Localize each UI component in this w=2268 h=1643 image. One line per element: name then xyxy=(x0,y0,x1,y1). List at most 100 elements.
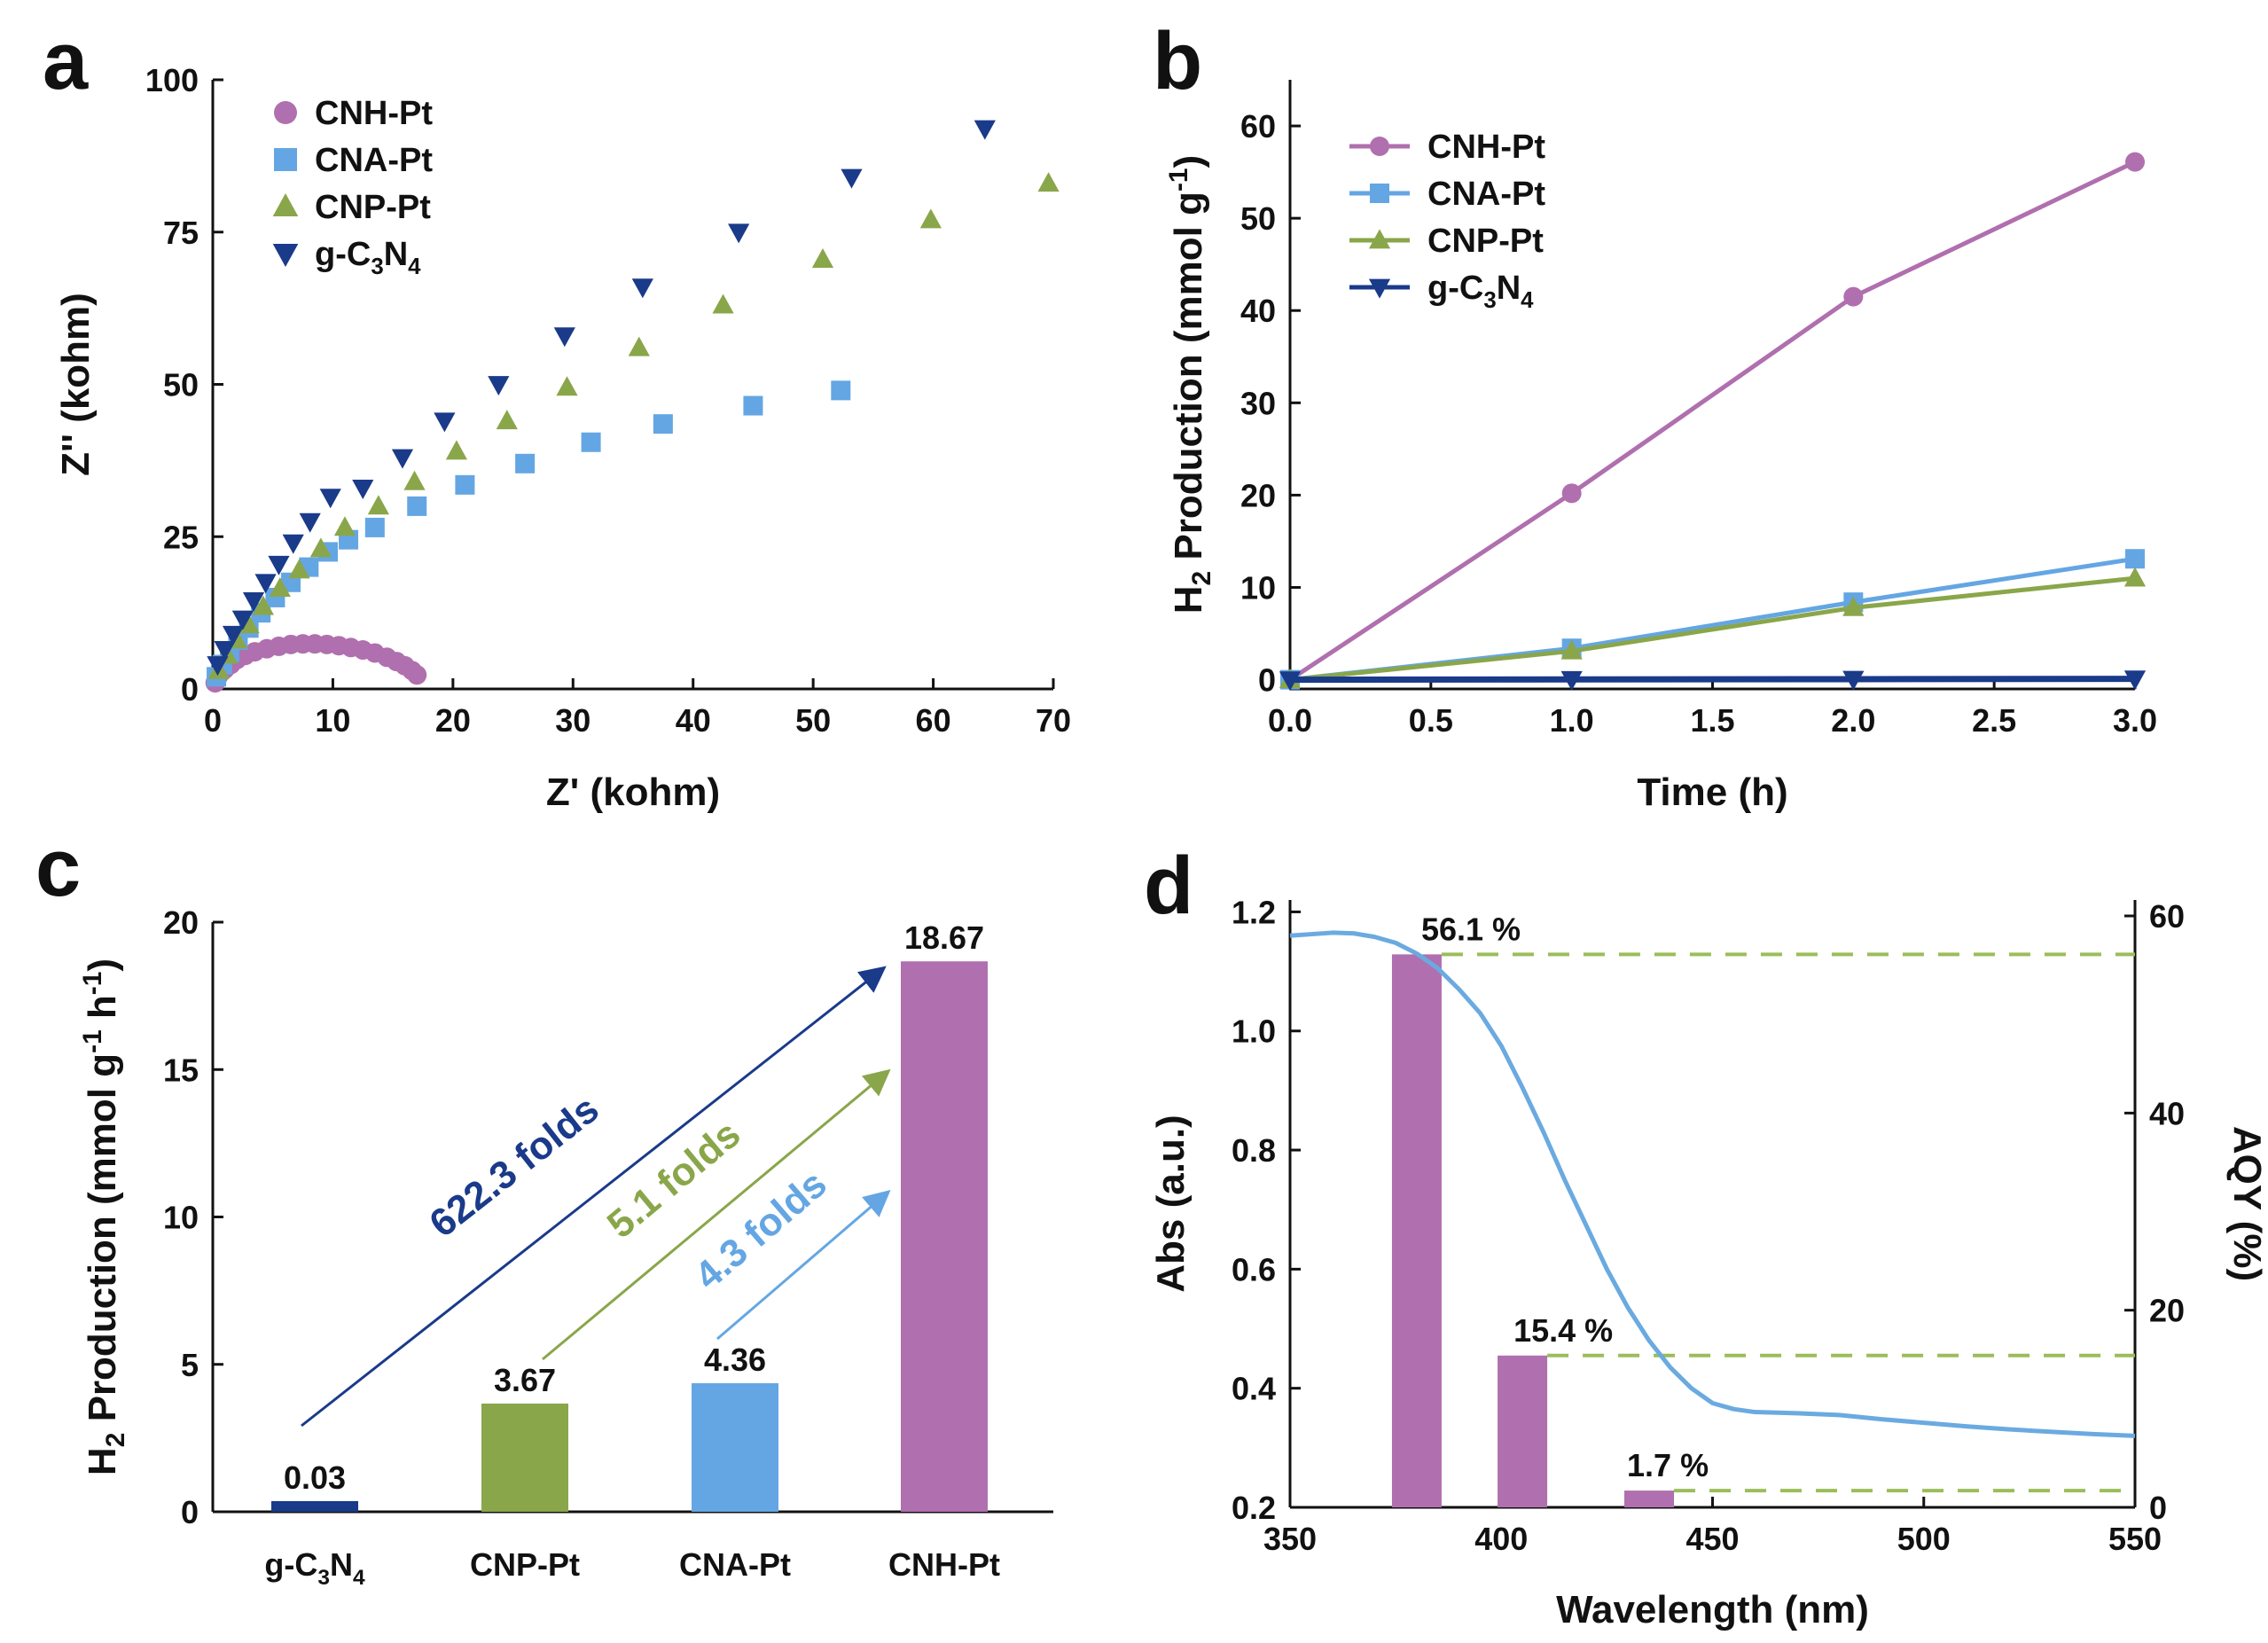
c-fold-arrow xyxy=(542,1068,891,1361)
a-point-g-c3n4 xyxy=(299,512,321,533)
a-point-cna-pt xyxy=(515,453,536,473)
a-point-g-c3n4 xyxy=(391,449,414,469)
a-point-cnp-pt xyxy=(712,293,734,314)
b-point-cna-pt xyxy=(2125,549,2145,569)
a-y-tick-label: 100 xyxy=(145,62,199,98)
d-aqy-label: 15.4 % xyxy=(1513,1312,1613,1349)
d-y-tick-label: 0.4 xyxy=(1232,1371,1276,1407)
d-aqy-label: 56.1 % xyxy=(1421,911,1521,947)
d-x-tick-label: 450 xyxy=(1685,1521,1739,1557)
a-point-g-c3n4 xyxy=(231,610,254,630)
b-line-g-c3n4 xyxy=(1289,676,2136,684)
a-point-g-c3n4 xyxy=(631,278,653,299)
d-x-tick-label: 400 xyxy=(1474,1521,1528,1557)
a-x-tick-label: 20 xyxy=(435,702,471,739)
a-point-g-c3n4 xyxy=(214,640,236,661)
b-legend-label: CNH-Pt xyxy=(1427,129,1545,166)
b-point-cnp-pt xyxy=(1560,639,1583,660)
a-point-g-c3n4 xyxy=(268,555,290,575)
a-x-tick-label: 70 xyxy=(1036,702,1071,739)
c-category-label: CNP-Pt xyxy=(470,1546,580,1583)
a-x-tick-label: 40 xyxy=(676,702,711,739)
b-x-tick-label: 1.5 xyxy=(1690,702,1734,739)
a-point-cnp-pt xyxy=(367,495,389,515)
a-legend-label: CNP-Pt xyxy=(315,189,431,226)
c-fold-annotation: 622.3 folds xyxy=(421,1087,606,1246)
c-y-tick-label: 15 xyxy=(163,1052,199,1088)
b-legend-marker xyxy=(1370,184,1389,203)
c-y-tick-label: 0 xyxy=(181,1494,199,1530)
b-y-tick-label: 10 xyxy=(1240,570,1276,606)
c-category-label: CNA-Pt xyxy=(679,1546,791,1583)
a-legend-label: g-C3N4 xyxy=(315,236,421,279)
b-y-axis-label: H2 Production (mmol g-1) xyxy=(1164,155,1216,614)
a-x-tick-label: 60 xyxy=(916,702,951,739)
c-fold-arrow xyxy=(716,1189,891,1341)
a-point-g-c3n4 xyxy=(488,376,510,396)
d-aqy-bar xyxy=(1498,1355,1548,1507)
c-bar-cnp-pt xyxy=(481,1403,568,1512)
b-y-tick-label: 40 xyxy=(1240,293,1276,329)
d-y-tick-label: 1.0 xyxy=(1232,1013,1276,1050)
c-bar-value-label: 18.67 xyxy=(904,919,984,956)
c-bar-cnh-pt xyxy=(901,961,988,1512)
a-point-cna-pt xyxy=(364,517,385,537)
b-y-tick-label: 50 xyxy=(1240,200,1276,237)
a-x-tick-label: 0 xyxy=(204,702,222,739)
a-point-cnp-pt xyxy=(496,410,518,430)
d-y2-axis-label: AQY (%) xyxy=(2225,1126,2268,1281)
b-line-cnh-pt xyxy=(1288,160,2137,682)
d-y-tick-label: 0.2 xyxy=(1232,1490,1276,1526)
panel-letter-a: a xyxy=(43,16,89,106)
b-y-tick-label: 0 xyxy=(1258,662,1276,699)
c-fold-arrow xyxy=(301,966,887,1428)
d-aqy-label: 1.7 % xyxy=(1627,1447,1709,1483)
b-y-tick-label: 30 xyxy=(1240,385,1276,421)
a-point-g-c3n4 xyxy=(242,592,265,613)
a-point-cnp-pt xyxy=(252,595,274,615)
d-y2-tick-label: 0 xyxy=(2149,1490,2167,1526)
a-point-g-c3n4 xyxy=(319,489,341,509)
a-point-cnp-pt xyxy=(628,336,650,356)
b-point-g-c3n4 xyxy=(2123,670,2147,691)
c-y-tick-label: 10 xyxy=(163,1200,199,1236)
a-point-g-c3n4 xyxy=(728,223,750,244)
a-y-tick-label: 50 xyxy=(163,367,199,403)
b-legend-label: g-C3N4 xyxy=(1427,270,1534,313)
a-point-g-c3n4 xyxy=(974,120,996,140)
c-bar-value-label: 0.03 xyxy=(284,1459,346,1496)
a-point-cna-pt xyxy=(743,395,763,416)
d-y2-tick-label: 20 xyxy=(2149,1293,2185,1329)
d-absorbance-curve xyxy=(1289,930,2136,1438)
d-y-tick-label: 0.8 xyxy=(1232,1132,1276,1169)
a-point-cnh-pt xyxy=(407,665,427,685)
a-point-cnp-pt xyxy=(556,376,578,396)
c-fold-annotation: 4.3 folds xyxy=(686,1162,834,1297)
b-point-cnp-pt xyxy=(1842,596,1865,616)
c-bar-value-label: 4.36 xyxy=(704,1342,766,1378)
a-y-tick-label: 75 xyxy=(163,215,199,251)
a-legend-label: CNH-Pt xyxy=(315,95,433,132)
a-legend-marker xyxy=(274,148,297,171)
b-point-cnp-pt xyxy=(2123,567,2147,587)
a-point-cna-pt xyxy=(653,414,673,434)
a-legend-marker xyxy=(272,243,299,267)
a-point-cna-pt xyxy=(831,380,851,401)
b-x-tick-label: 0.0 xyxy=(1268,702,1312,739)
b-y-tick-label: 20 xyxy=(1240,477,1276,513)
c-bar-cna-pt xyxy=(692,1383,778,1512)
a-point-cnp-pt xyxy=(811,248,834,269)
b-point-g-c3n4 xyxy=(1842,670,1865,691)
b-legend-marker xyxy=(1368,278,1391,299)
d-x-tick-label: 500 xyxy=(1897,1521,1951,1557)
b-x-tick-label: 2.5 xyxy=(1972,702,2016,739)
a-point-g-c3n4 xyxy=(841,168,863,189)
d-x-axis-label: Wavelength (nm) xyxy=(1556,1588,1869,1631)
a-point-cnp-pt xyxy=(333,516,356,536)
a-point-cnp-pt xyxy=(403,470,426,490)
b-legend-label: CNA-Pt xyxy=(1427,176,1545,213)
a-x-tick-label: 50 xyxy=(795,702,831,739)
a-x-axis-label: Z' (kohm) xyxy=(546,771,720,814)
panel-letter-b: b xyxy=(1153,16,1202,106)
panel-d-abs-aqy-chart: 350 400 450 500 550 0.2 0.4 0.6 0.8 1.0 1.2 0 20 40 60… xyxy=(1149,894,2268,1631)
